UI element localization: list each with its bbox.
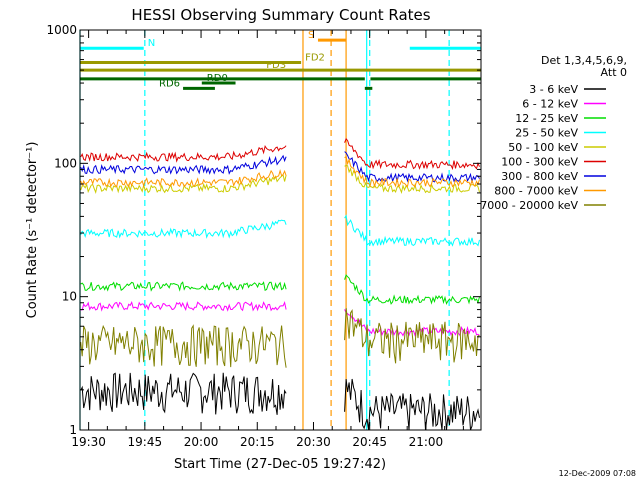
plot-frame	[79, 29, 482, 431]
plot-area: N S FD2 FD3 RD0 RD6 19:30 19:45 20:00 20:15 20:30…	[46, 23, 482, 449]
flag-bars: N S FD2 FD3 RD0 RD6	[80, 30, 481, 90]
legend-header-1: Att 0	[601, 66, 627, 79]
legend-label-5: 100 - 300 keV	[501, 156, 578, 169]
x-tick-label-5: 20:45	[352, 435, 387, 449]
y-axis-ticks: 1 10 100 1000	[46, 23, 481, 437]
y-axis-label: Count Rate (s⁻¹ detector⁻¹)	[25, 142, 40, 319]
x-tick-label-1: 19:45	[128, 435, 163, 449]
legend-label-1: 6 - 12 keV	[522, 98, 578, 111]
y-tick-label-0: 1	[69, 423, 77, 437]
flag-label-1: S	[308, 30, 314, 41]
chart-title: HESSI Observing Summary Count Rates	[131, 6, 430, 24]
series-line-0	[80, 372, 480, 431]
x-tick-label-6: 21:00	[409, 435, 444, 449]
legend-label-8: 7000 - 20000 keV	[480, 199, 578, 212]
series-line-6	[80, 151, 480, 184]
flag-label-0: N	[148, 38, 155, 49]
y-tick-label-3: 1000	[46, 23, 77, 37]
y-tick-label-1: 10	[62, 290, 77, 304]
series-line-5	[80, 137, 480, 171]
footer-date: 12-Dec-2009 07:08	[559, 469, 636, 478]
vertical-markers	[79, 30, 450, 430]
series-line-4	[80, 164, 480, 194]
series-line-7	[80, 155, 480, 189]
flag-label-3: FD3	[266, 60, 286, 71]
y-tick-label-2: 100	[54, 156, 77, 170]
legend-label-0: 3 - 6 keV	[529, 83, 578, 96]
legend-label-3: 25 - 50 keV	[515, 127, 578, 140]
legend: Det 1,3,4,5,6,9,Att 0 3 - 6 keV 6 - 12 keV…	[480, 54, 627, 212]
x-tick-label-0: 19:30	[71, 435, 106, 449]
legend-label-6: 300 - 800 keV	[501, 170, 578, 183]
legend-label-7: 800 - 7000 keV	[494, 185, 578, 198]
series-group	[80, 137, 480, 431]
flag-label-6: RD6	[159, 78, 180, 89]
legend-label-2: 12 - 25 keV	[515, 112, 578, 125]
x-tick-label-4: 20:30	[296, 435, 331, 449]
x-tick-label-2: 20:00	[184, 435, 219, 449]
x-axis-label: Start Time (27-Dec-05 19:27:42)	[174, 457, 386, 472]
flag-label-2: FD2	[305, 53, 325, 64]
legend-header-0: Det 1,3,4,5,6,9,	[541, 54, 627, 67]
legend-label-4: 50 - 100 keV	[508, 141, 578, 154]
flag-label-5: RD0	[207, 73, 228, 84]
series-line-2	[80, 274, 480, 305]
x-tick-label-3: 20:15	[240, 435, 275, 449]
series-line-3	[80, 214, 480, 247]
x-axis-ticks: 19:30 19:45 20:00 20:15 20:30 20:45 21:00	[71, 30, 464, 449]
series-line-8	[80, 308, 480, 368]
